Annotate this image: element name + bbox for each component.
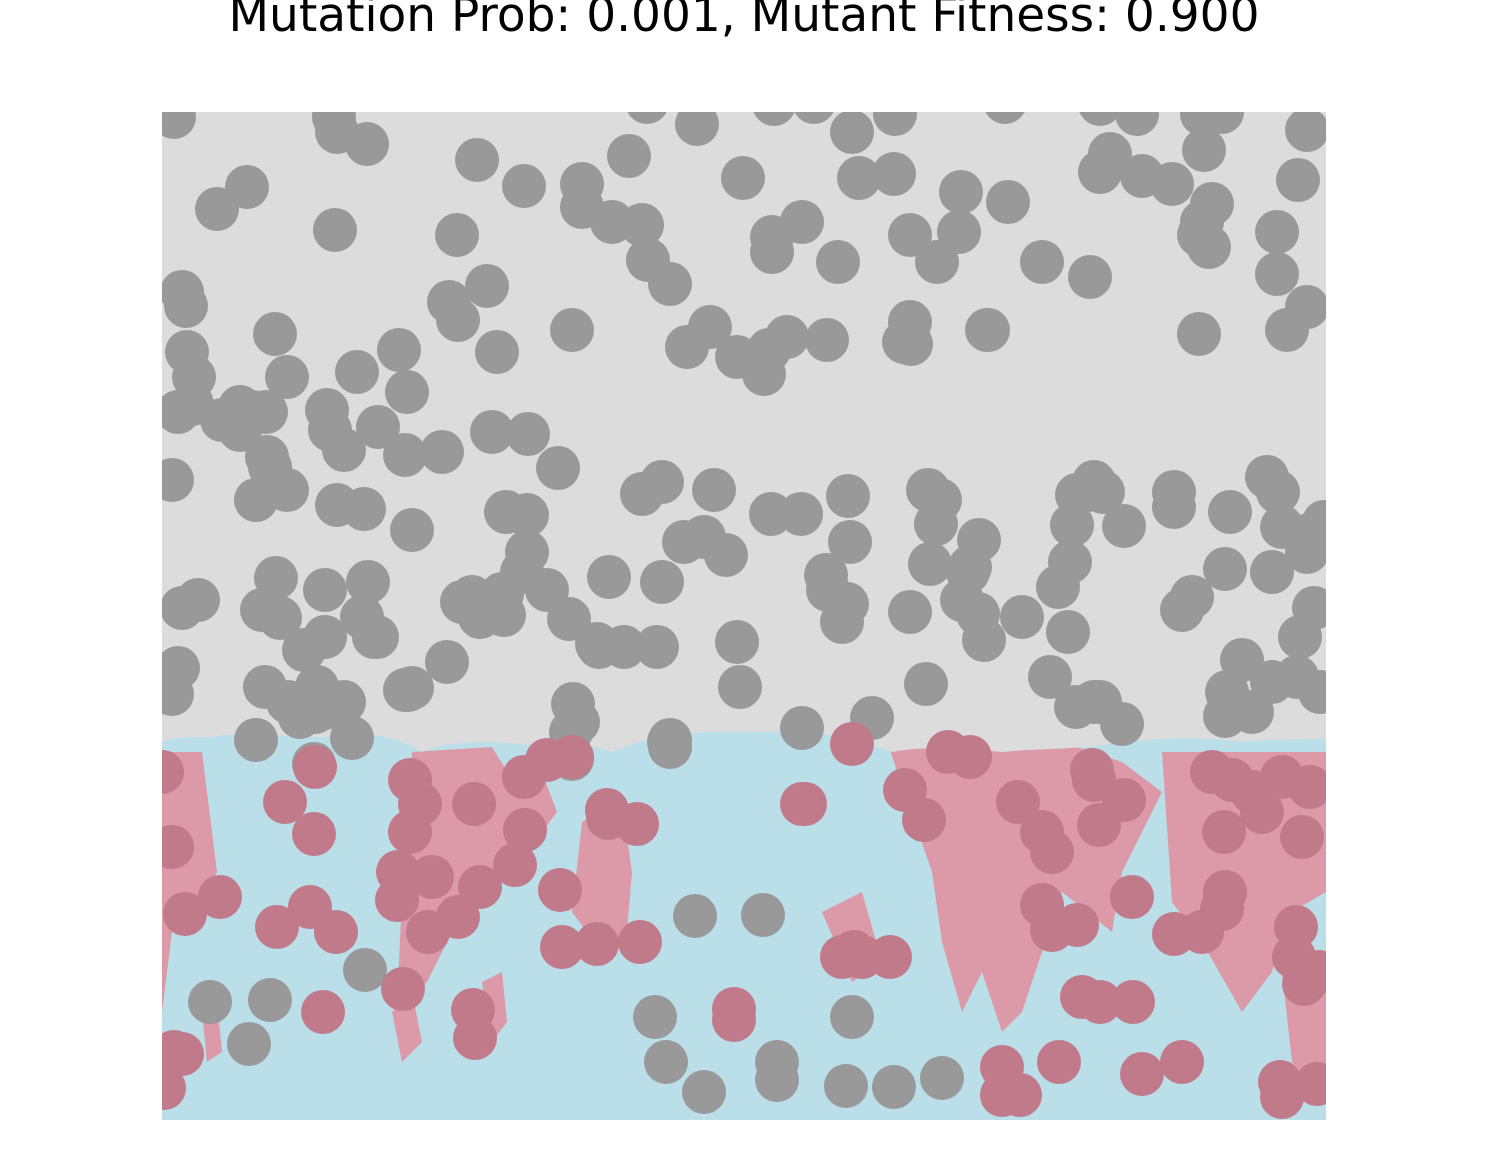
simulation-panel: [162, 112, 1326, 1120]
simulation-canvas: [162, 112, 1326, 1120]
figure-title: Mutation Prob: 0.001, Mutant Fitness: 0.…: [228, 0, 1260, 43]
obstacles-mutant: [162, 722, 1326, 1119]
obstacles-background: [162, 112, 1326, 764]
